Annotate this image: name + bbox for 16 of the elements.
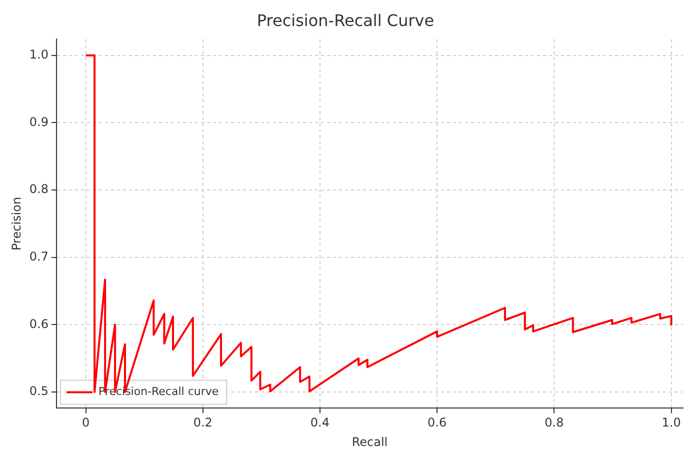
x-tick-label: 0.8 — [544, 416, 564, 430]
y-tick-label: 0.6 — [29, 316, 48, 331]
y-tick-label: 0.7 — [29, 249, 48, 264]
x-tick-label: 0.6 — [428, 416, 447, 430]
y-tick-label: 1.0 — [29, 47, 48, 62]
y-axis-title: Precision — [9, 196, 24, 250]
chart-title: Precision-Recall Curve — [256, 10, 434, 30]
x-tick-label: 0 — [82, 416, 90, 430]
y-tick-label: 0.9 — [29, 114, 48, 129]
x-tick-label: 1.0 — [662, 416, 681, 430]
y-tick-label: 0.5 — [29, 384, 48, 398]
x-tick-label: 0.2 — [193, 416, 212, 430]
x-axis-title: Recall — [352, 434, 388, 449]
y-tick-label: 0.8 — [29, 182, 48, 196]
x-tick-label: 0.4 — [310, 416, 330, 430]
legend-label: Precision-Recall curve — [98, 385, 219, 398]
